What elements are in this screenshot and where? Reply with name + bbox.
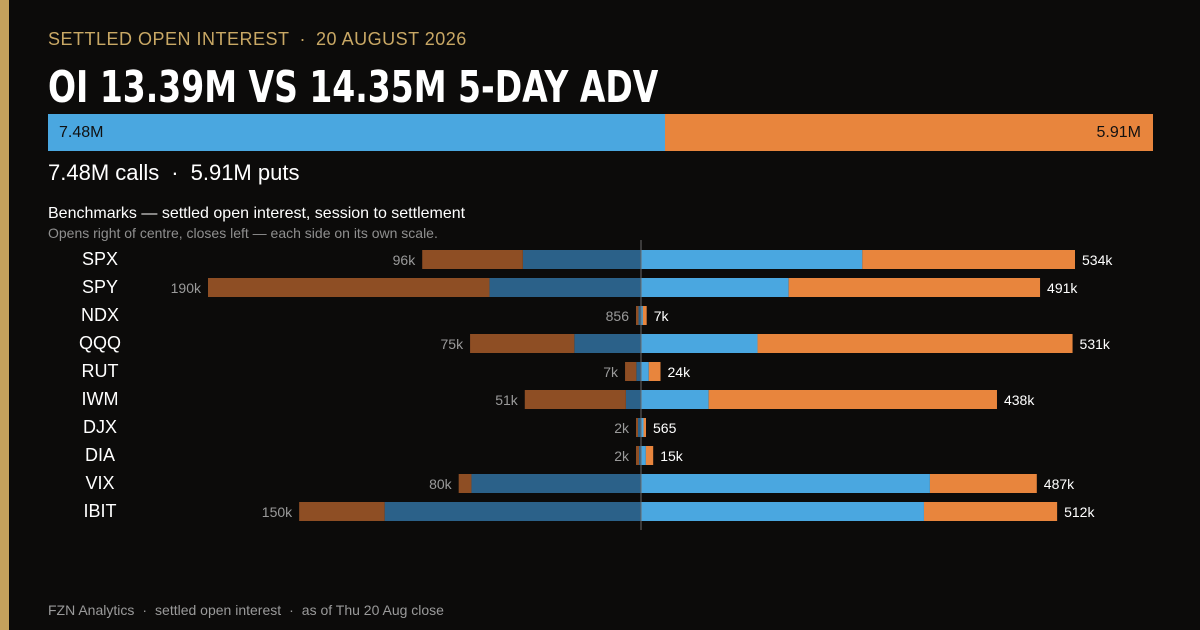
open-calls-bar-spx (641, 250, 863, 269)
close-puts-bar-vix (458, 474, 472, 493)
close-calls-bar-djx (638, 418, 641, 437)
close-calls-bar-vix (471, 474, 641, 493)
close-calls-bar-dia (639, 446, 641, 465)
category-label-ndx: NDX (81, 305, 119, 325)
close-value-label-vix: 80k (429, 476, 453, 492)
close-calls-bar-spy (489, 278, 641, 297)
headline: OI 13.39M VS 14.35M 5-DAY ADV (48, 62, 659, 113)
open-calls-bar-iwm (641, 390, 709, 409)
open-calls-bar-ndx (641, 306, 643, 325)
close-value-label-spx: 96k (393, 252, 417, 268)
open-puts-bar-vix (929, 474, 1037, 493)
category-label-qqq: QQQ (79, 333, 121, 353)
kicker-separator: · (299, 29, 307, 49)
category-label-spx: SPX (82, 249, 118, 269)
close-value-label-rut: 7k (603, 364, 619, 380)
footer-asof: as of Thu 20 Aug close (301, 602, 444, 618)
open-calls-bar-rut (641, 362, 649, 381)
close-puts-bar-spy (208, 278, 490, 297)
category-label-spy: SPY (82, 277, 118, 297)
open-puts-bar-rut (648, 362, 661, 381)
close-calls-bar-qqq (574, 334, 641, 353)
category-label-ibit: IBIT (83, 501, 116, 521)
category-label-iwm: IWM (82, 389, 119, 409)
close-puts-bar-qqq (470, 334, 575, 353)
open-puts-bar-iwm (708, 390, 997, 409)
puts-segment: 5.91M (665, 114, 1153, 151)
kicker-date: 20 AUGUST 2026 (316, 29, 467, 49)
close-calls-bar-rut (636, 362, 641, 381)
calls-puts-split-bar: 7.48M 5.91M (48, 114, 1153, 151)
category-label-dia: DIA (85, 445, 115, 465)
open-puts-bar-ibit (923, 502, 1058, 521)
footer-metric: settled open interest (155, 602, 282, 618)
close-puts-bar-rut (625, 362, 637, 381)
category-label-vix: VIX (85, 473, 114, 493)
kicker: SETTLED OPEN INTEREST · 20 AUGUST 2026 (48, 29, 467, 50)
caption-puts: 5.91M puts (190, 160, 300, 185)
category-label-djx: DJX (83, 417, 117, 437)
category-label-rut: RUT (82, 361, 119, 381)
puts-segment-label: 5.91M (1096, 124, 1141, 141)
open-puts-bar-spx (862, 250, 1075, 269)
footer-separator-2: · (289, 602, 294, 618)
close-puts-bar-iwm (524, 390, 626, 409)
accent-stripe (0, 0, 9, 630)
calls-segment-label: 7.48M (59, 124, 104, 141)
open-value-label-ibit: 512k (1064, 504, 1095, 520)
close-value-label-qqq: 75k (441, 336, 465, 352)
benchmarks-subtitle: Opens right of centre, closes left — eac… (48, 225, 438, 241)
split-caption: 7.48M calls · 5.91M puts (48, 160, 299, 186)
open-value-label-vix: 487k (1044, 476, 1075, 492)
close-calls-bar-spx (522, 250, 641, 269)
open-value-label-iwm: 438k (1004, 392, 1035, 408)
open-value-label-ndx: 7k (654, 308, 670, 324)
caption-calls: 7.48M calls (48, 160, 160, 185)
footer: FZN Analytics · settled open interest · as o… (48, 602, 444, 618)
open-puts-bar-dia (645, 446, 654, 465)
open-value-label-qqq: 531k (1080, 336, 1111, 352)
open-calls-bar-ibit (641, 502, 924, 521)
open-value-label-spx: 534k (1082, 252, 1113, 268)
kicker-label: SETTLED OPEN INTEREST (48, 29, 290, 49)
caption-separator: · (171, 160, 179, 185)
footer-separator-1: · (142, 602, 148, 618)
footer-source: FZN Analytics (48, 602, 135, 618)
open-calls-bar-vix (641, 474, 930, 493)
open-calls-bar-dia (641, 446, 646, 465)
benchmarks-title: Benchmarks — settled open interest, sess… (48, 205, 466, 222)
calls-segment: 7.48M (48, 114, 665, 151)
close-value-label-djx: 2k (614, 420, 630, 436)
open-puts-bar-spy (788, 278, 1041, 297)
close-calls-bar-iwm (625, 390, 641, 409)
open-calls-bar-qqq (641, 334, 758, 353)
close-puts-bar-spx (422, 250, 523, 269)
close-value-label-ndx: 856 (606, 308, 630, 324)
open-value-label-spy: 491k (1047, 280, 1078, 296)
open-puts-bar-djx (643, 418, 646, 437)
open-value-label-rut: 24k (668, 364, 692, 380)
close-value-label-iwm: 51k (495, 392, 519, 408)
open-value-label-dia: 15k (660, 448, 684, 464)
open-calls-bar-djx (641, 418, 644, 437)
close-puts-bar-ndx (636, 306, 639, 325)
close-value-label-spy: 190k (171, 280, 202, 296)
close-puts-bar-dia (636, 446, 639, 465)
close-puts-bar-djx (636, 418, 638, 437)
close-calls-bar-ibit (384, 502, 641, 521)
open-calls-bar-spy (641, 278, 789, 297)
open-value-label-djx: 565 (653, 420, 677, 436)
open-puts-bar-qqq (757, 334, 1073, 353)
close-puts-bar-ibit (299, 502, 385, 521)
close-value-label-dia: 2k (614, 448, 630, 464)
close-value-label-ibit: 150k (262, 504, 293, 520)
close-calls-bar-ndx (638, 306, 641, 325)
open-puts-bar-ndx (642, 306, 647, 325)
